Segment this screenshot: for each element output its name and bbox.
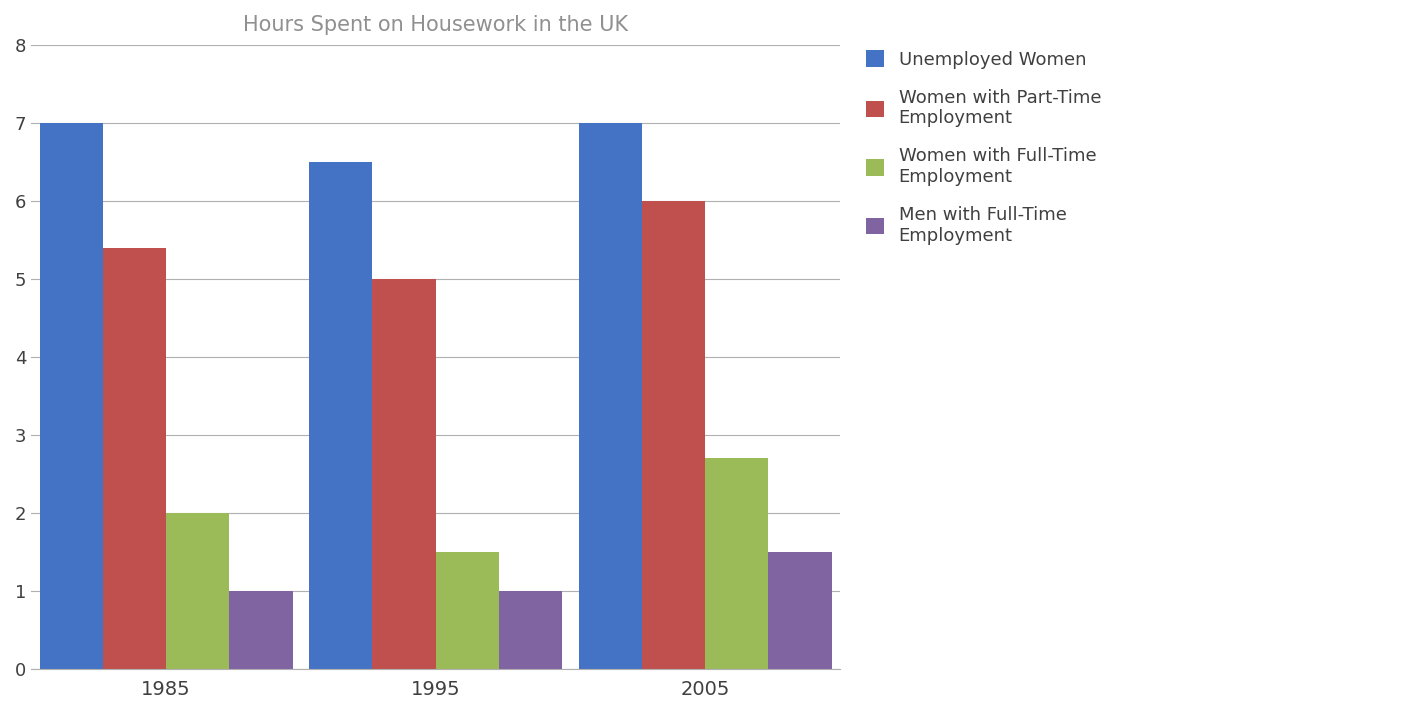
Bar <box>309 162 372 669</box>
Bar <box>578 123 642 669</box>
Legend: Unemployed Women, Women with Part-Time
Employment, Women with Full-Time
Employme: Unemployed Women, Women with Part-Time E… <box>857 41 1110 253</box>
Bar <box>436 552 499 669</box>
Title: Hours Spent on Housework in the UK: Hours Spent on Housework in the UK <box>243 15 629 35</box>
Bar <box>642 201 705 669</box>
Bar <box>230 591 293 669</box>
Bar <box>39 123 103 669</box>
Bar <box>768 552 832 669</box>
Bar <box>166 513 230 669</box>
Bar <box>372 279 436 669</box>
Bar <box>499 591 563 669</box>
Bar <box>103 248 166 669</box>
Bar <box>705 458 768 669</box>
